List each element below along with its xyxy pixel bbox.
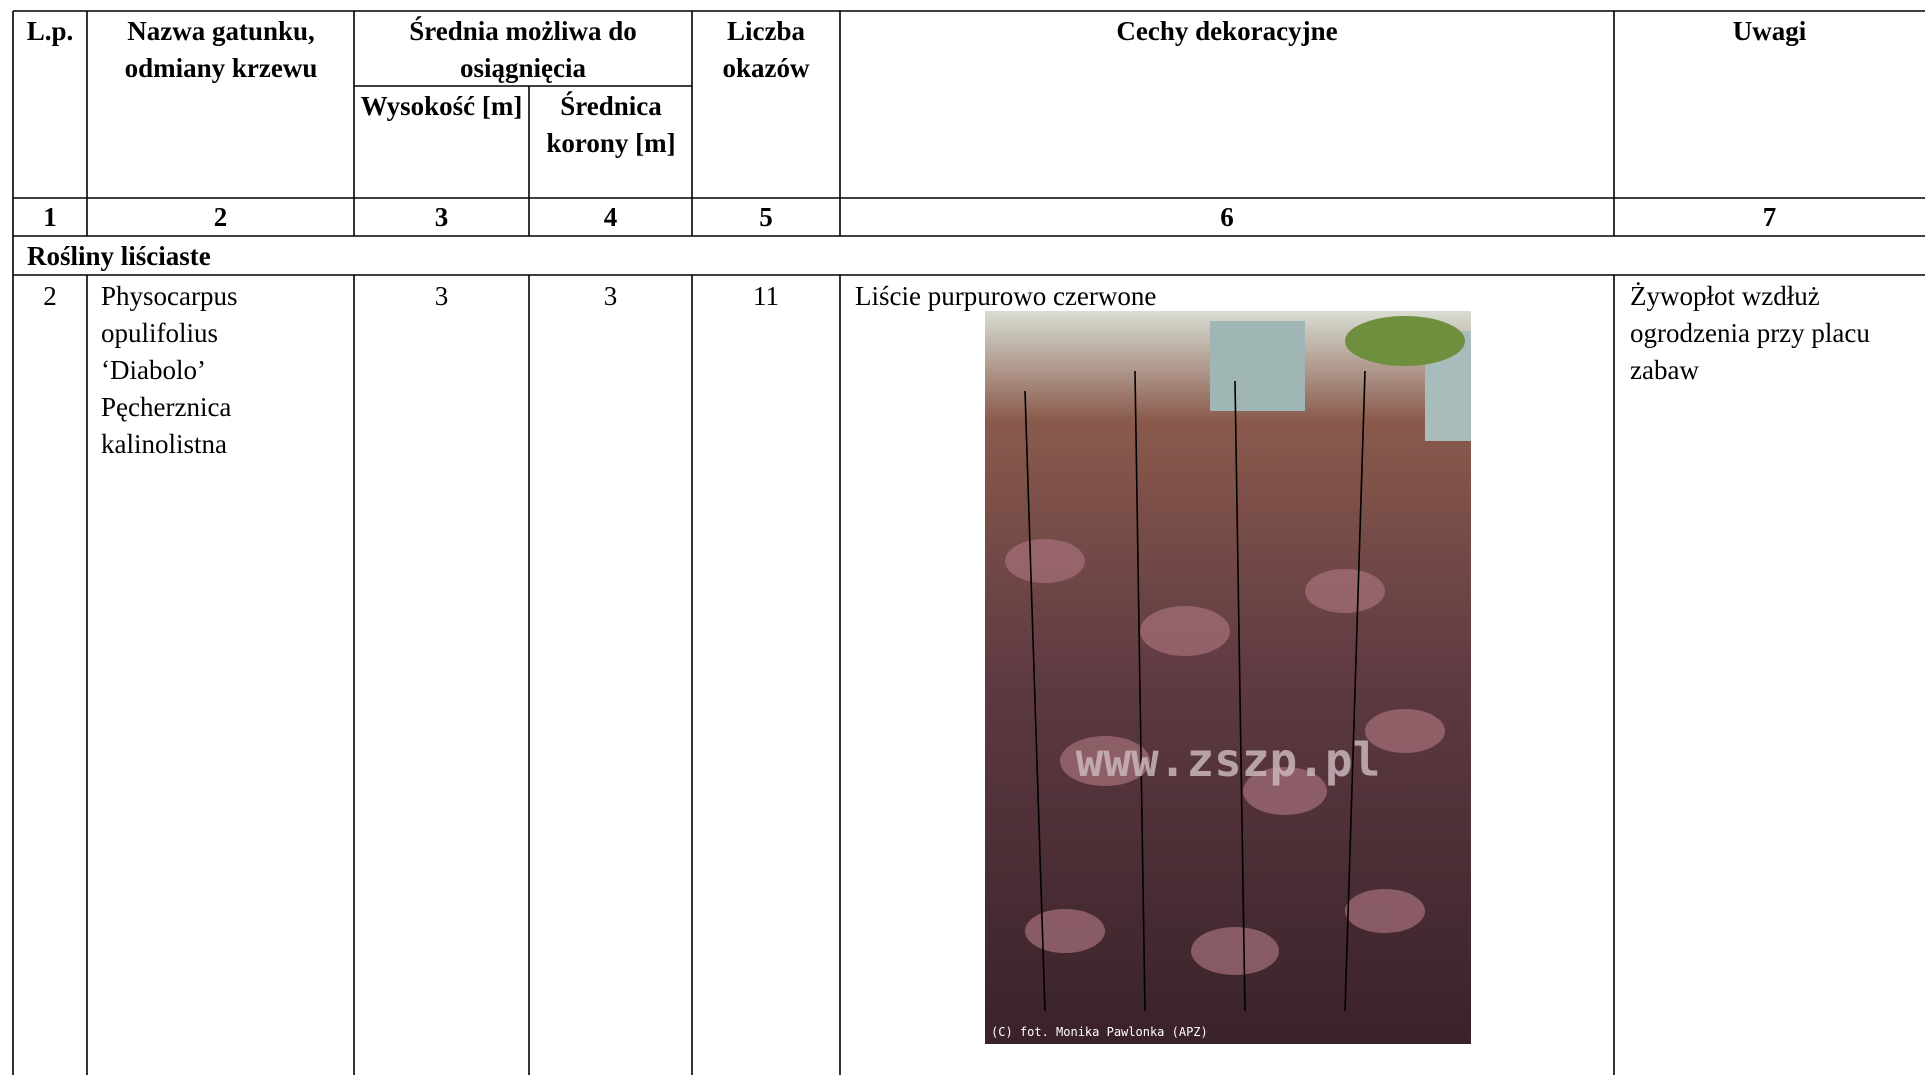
column-number: 5 [759, 202, 773, 232]
header-height: Wysokość [m] [360, 91, 523, 121]
header-name: Nazwa gatunku, odmiany krzewu [124, 16, 318, 83]
cell-count: 11 [753, 281, 779, 311]
cell-name: Physocarpus opulifolius ‘Diabolo’ Pęcher… [101, 281, 238, 459]
column-number: 4 [603, 202, 618, 232]
column-number: 2 [213, 202, 228, 232]
photo-credit: (C) fot. Monika Pawlonka (APZ) [991, 1025, 1208, 1039]
cell-lp: 2 [43, 281, 57, 311]
header-average: Średnia możliwa do osiągnięcia [409, 16, 637, 83]
column-number: 1 [43, 202, 57, 232]
cell-height: 3 [434, 281, 449, 311]
header-crown: Średnica korony [m] [546, 91, 676, 158]
plant-photo: www.zszp.pl (C) fot. Monika Pawlonka (AP… [985, 311, 1471, 1044]
column-number: 7 [1762, 202, 1777, 232]
column-number: 3 [434, 202, 449, 232]
section-title: Rośliny liściaste [27, 241, 211, 271]
cell-notes: Żywopłot wzdłuż ogrodzenia przy placu za… [1630, 281, 1870, 385]
header-count: Liczba okazów [722, 16, 810, 83]
header-lp: L.p. [26, 16, 74, 46]
cell-crown: 3 [603, 281, 618, 311]
cell-features: Liście purpurowo czerwone [855, 281, 1157, 311]
header-features: Cechy dekoracyjne [1116, 16, 1338, 46]
column-number: 6 [1220, 202, 1234, 232]
header-notes: Uwagi [1732, 16, 1807, 46]
photo-watermark: www.zszp.pl [1076, 733, 1381, 787]
